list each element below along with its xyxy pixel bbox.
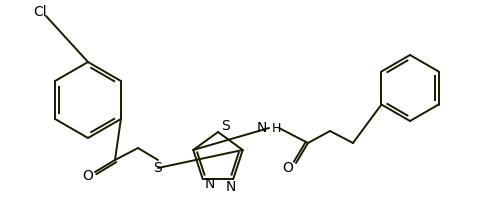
Text: N: N	[256, 121, 267, 135]
Text: S: S	[154, 161, 163, 175]
Text: N: N	[226, 180, 237, 194]
Text: H: H	[272, 122, 281, 135]
Text: Cl: Cl	[33, 5, 47, 19]
Text: O: O	[83, 169, 93, 183]
Text: S: S	[221, 119, 230, 133]
Text: O: O	[283, 161, 293, 175]
Text: N: N	[205, 177, 215, 191]
